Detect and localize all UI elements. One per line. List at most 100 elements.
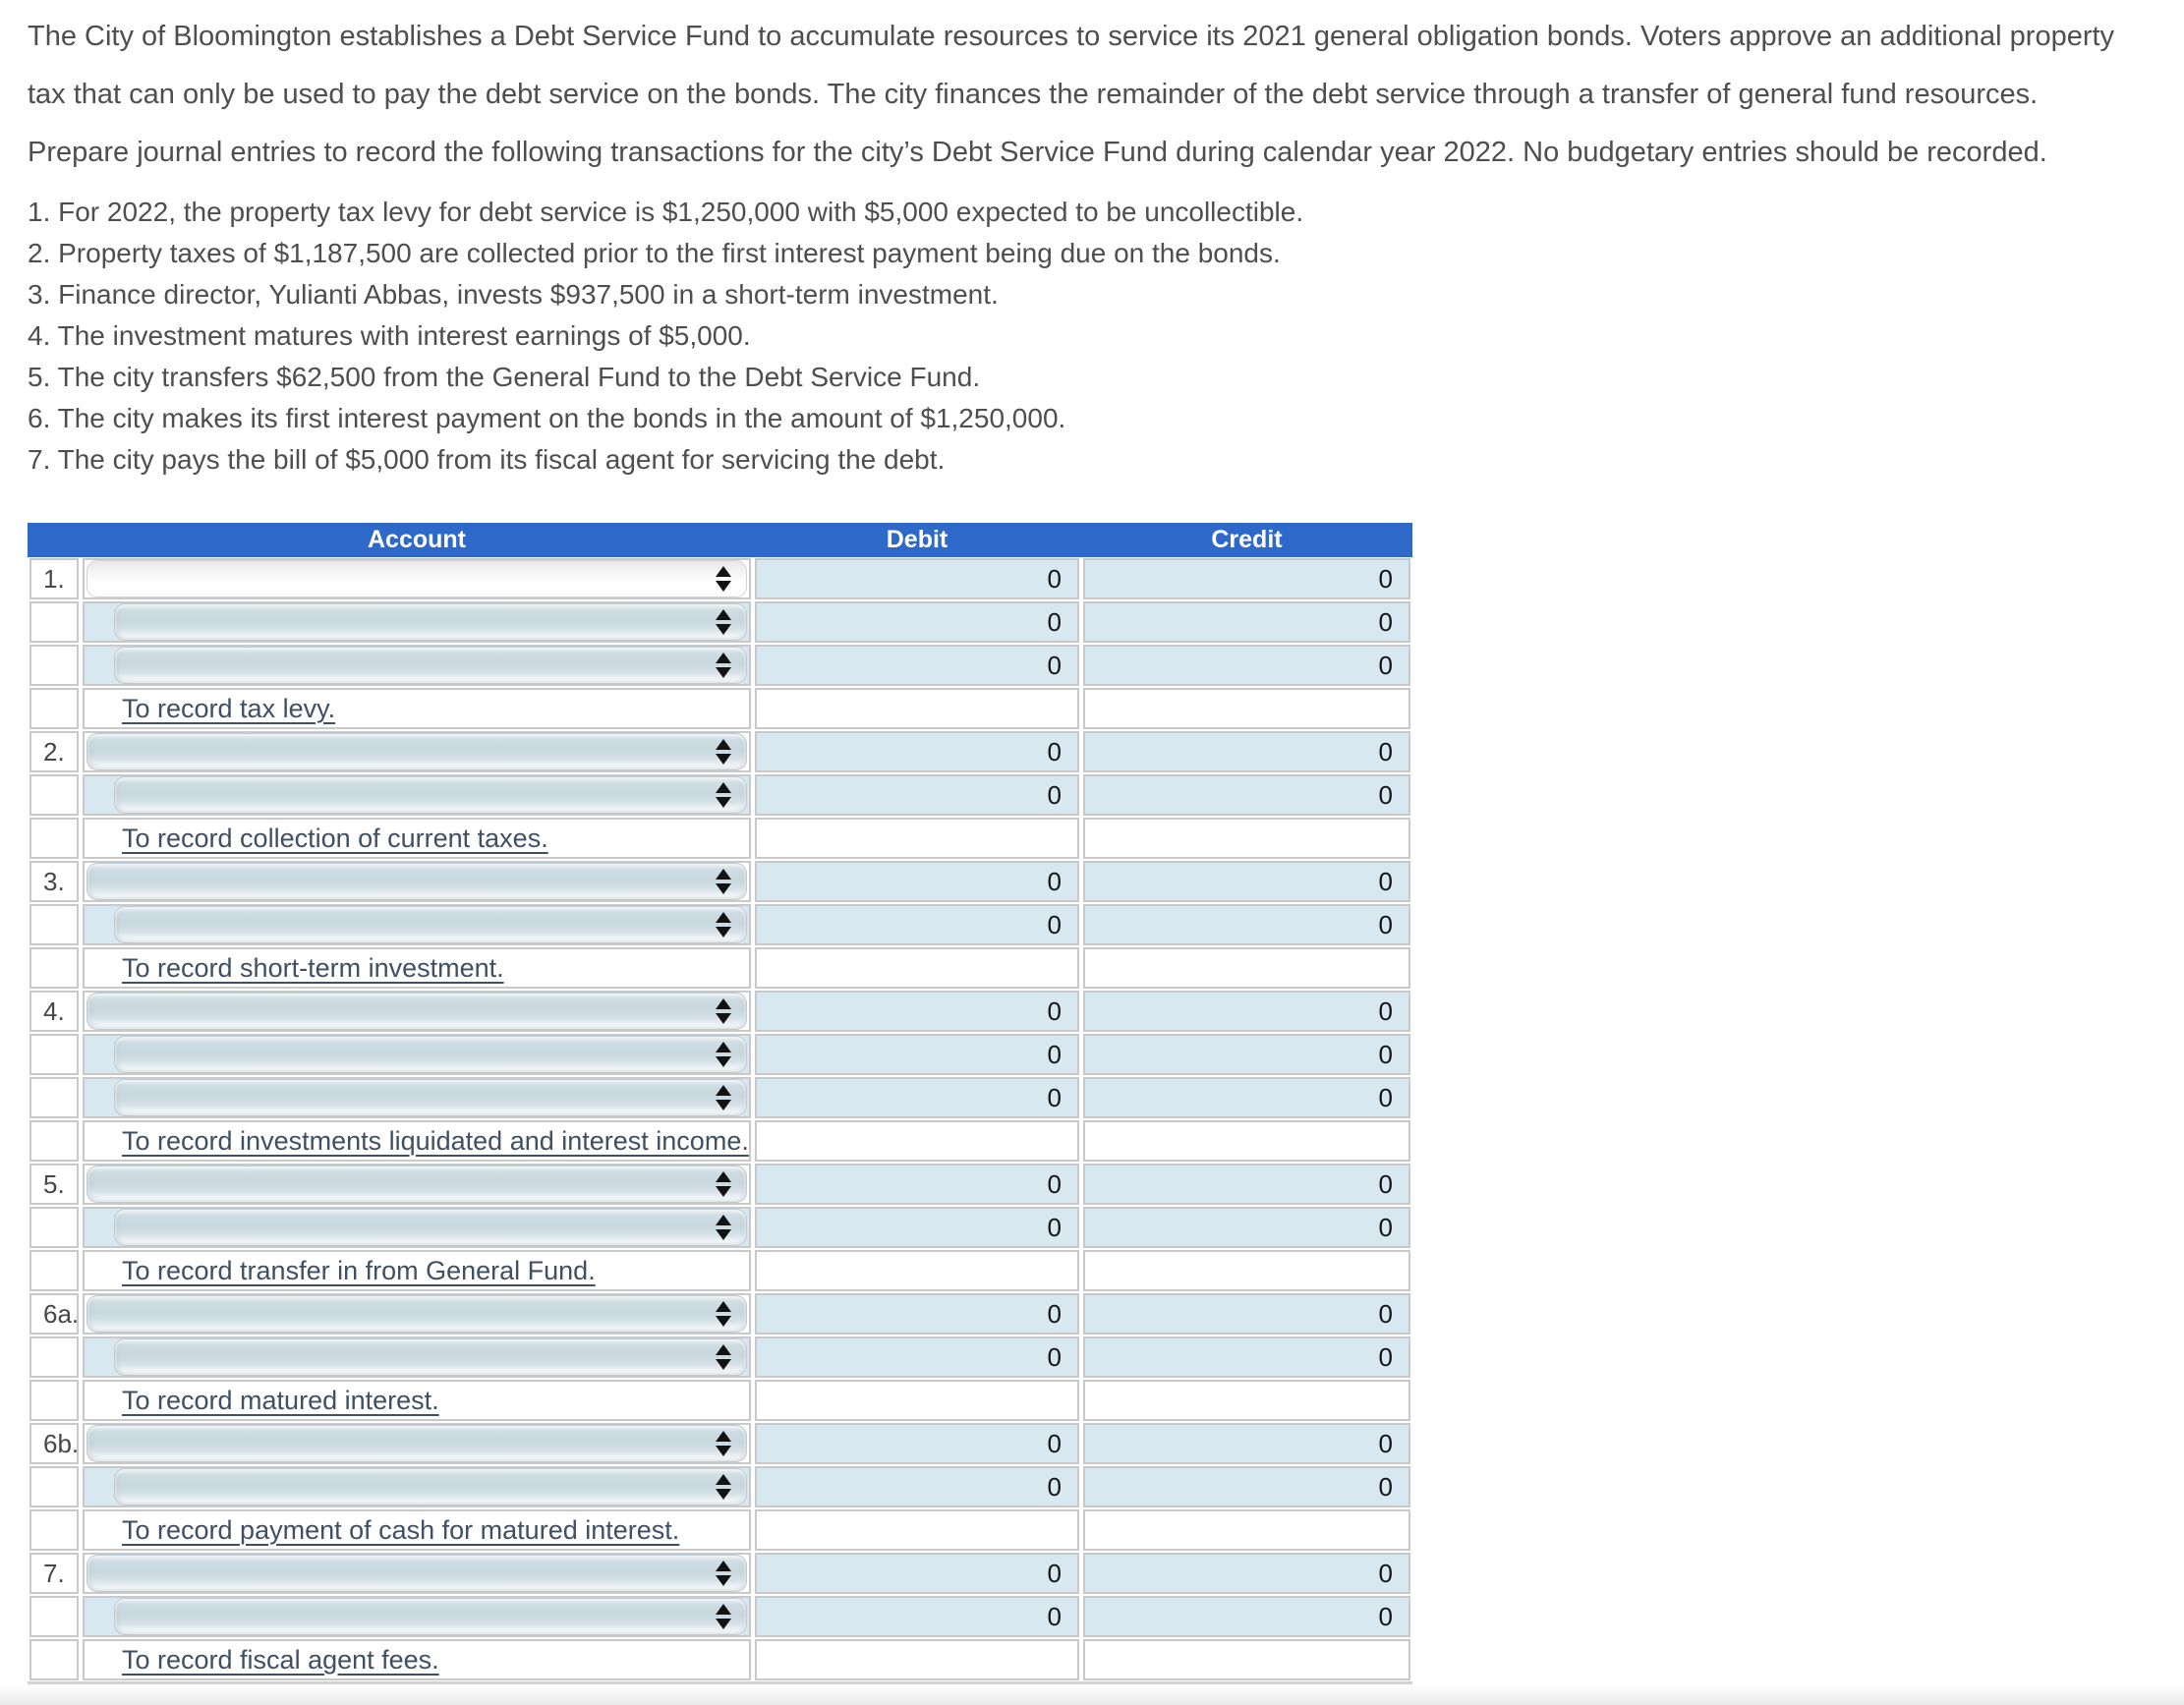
credit-input[interactable]: 0 bbox=[1083, 904, 1410, 945]
debit-input[interactable]: 0 bbox=[755, 904, 1079, 945]
arrow-down-icon bbox=[716, 1446, 731, 1456]
entry-description-text: To record investments liquidated and int… bbox=[122, 1125, 749, 1156]
dropdown-arrows-icon bbox=[716, 869, 731, 894]
arrow-up-icon bbox=[716, 1301, 731, 1312]
dropdown-arrows-icon bbox=[716, 566, 731, 592]
transaction-item: 3. Finance director, Yulianti Abbas, inv… bbox=[28, 279, 999, 310]
dropdown-arrows-icon bbox=[716, 653, 731, 678]
account-select[interactable] bbox=[86, 993, 747, 1030]
arrow-down-icon bbox=[716, 1489, 731, 1500]
credit-input[interactable]: 0 bbox=[1083, 991, 1410, 1032]
debit-input[interactable]: 0 bbox=[755, 1207, 1079, 1248]
debit-input[interactable]: 0 bbox=[755, 1596, 1079, 1637]
header-credit: Credit bbox=[1211, 526, 1283, 553]
account-select[interactable] bbox=[114, 1209, 747, 1246]
credit-input[interactable]: 0 bbox=[1083, 731, 1410, 772]
dropdown-arrows-icon bbox=[716, 1344, 731, 1370]
debit-input[interactable]: 0 bbox=[755, 645, 1079, 686]
account-select[interactable] bbox=[114, 906, 747, 943]
problem-statement: The City of Bloomington establishes a De… bbox=[0, 0, 2184, 182]
account-select[interactable] bbox=[114, 1079, 747, 1116]
debit-input[interactable]: 0 bbox=[755, 558, 1079, 599]
debit-input[interactable]: 0 bbox=[755, 1164, 1079, 1205]
debit-input[interactable]: 0 bbox=[755, 1466, 1079, 1507]
credit-input[interactable]: 0 bbox=[1083, 558, 1410, 599]
debit-input[interactable]: 0 bbox=[755, 1293, 1079, 1335]
account-select[interactable] bbox=[86, 560, 747, 597]
credit-input[interactable]: 0 bbox=[1083, 1034, 1410, 1075]
entry-number bbox=[29, 688, 79, 729]
transaction-item: 5. The city transfers $62,500 from the G… bbox=[28, 362, 981, 392]
entry-description-text: To record transfer in from General Fund. bbox=[122, 1255, 596, 1285]
account-select[interactable] bbox=[114, 776, 747, 814]
entry-description-text: To record matured interest. bbox=[122, 1385, 439, 1415]
account-select[interactable] bbox=[114, 603, 747, 641]
dropdown-arrows-icon bbox=[716, 1042, 731, 1067]
debit-input[interactable]: 0 bbox=[755, 1336, 1079, 1378]
account-select[interactable] bbox=[114, 647, 747, 684]
credit-input[interactable]: 0 bbox=[1083, 1293, 1410, 1335]
credit-input[interactable]: 0 bbox=[1083, 861, 1410, 902]
credit-cell-empty bbox=[1083, 688, 1410, 729]
account-select[interactable] bbox=[86, 863, 747, 900]
entry-number: 7. bbox=[29, 1553, 79, 1594]
account-select[interactable] bbox=[114, 1598, 747, 1635]
credit-input[interactable]: 0 bbox=[1083, 1553, 1410, 1594]
credit-cell-empty bbox=[1083, 818, 1410, 859]
credit-input[interactable]: 0 bbox=[1083, 1164, 1410, 1205]
debit-input[interactable]: 0 bbox=[755, 991, 1079, 1032]
account-select[interactable] bbox=[86, 1165, 747, 1203]
entry-description-text: To record fiscal agent fees. bbox=[122, 1644, 439, 1675]
account-select[interactable] bbox=[114, 1468, 747, 1506]
credit-input[interactable]: 0 bbox=[1083, 1423, 1410, 1464]
account-cell bbox=[83, 1596, 751, 1637]
arrow-down-icon bbox=[716, 927, 731, 938]
account-select[interactable] bbox=[86, 1555, 747, 1592]
account-select[interactable] bbox=[86, 733, 747, 770]
arrow-up-icon bbox=[716, 1085, 731, 1096]
debit-input[interactable]: 0 bbox=[755, 601, 1079, 643]
debit-input[interactable]: 0 bbox=[755, 774, 1079, 816]
credit-input[interactable]: 0 bbox=[1083, 1596, 1410, 1637]
account-cell bbox=[83, 1336, 751, 1378]
credit-cell-empty bbox=[1083, 1120, 1410, 1162]
debit-input[interactable]: 0 bbox=[755, 861, 1079, 902]
transaction-list: 1. For 2022, the property tax levy for d… bbox=[28, 192, 2156, 481]
dropdown-arrows-icon bbox=[716, 782, 731, 808]
credit-input[interactable]: 0 bbox=[1083, 645, 1410, 686]
entry-number bbox=[29, 1250, 79, 1291]
debit-input[interactable]: 0 bbox=[755, 1423, 1079, 1464]
credit-input[interactable]: 0 bbox=[1083, 1207, 1410, 1248]
credit-cell-empty bbox=[1083, 1639, 1410, 1680]
dropdown-arrows-icon bbox=[716, 998, 731, 1024]
arrow-up-icon bbox=[716, 566, 731, 577]
arrow-up-icon bbox=[716, 782, 731, 793]
credit-input[interactable]: 0 bbox=[1083, 601, 1410, 643]
account-cell bbox=[83, 558, 751, 599]
entry-number bbox=[29, 1336, 79, 1378]
debit-input[interactable]: 0 bbox=[755, 731, 1079, 772]
intro-paragraph: The City of Bloomington establishes a De… bbox=[28, 21, 2115, 110]
dropdown-arrows-icon bbox=[716, 1561, 731, 1586]
debit-input[interactable]: 0 bbox=[755, 1077, 1079, 1118]
account-select[interactable] bbox=[114, 1036, 747, 1073]
journal-row: To record payment of cash for matured in… bbox=[28, 1508, 1412, 1552]
credit-input[interactable]: 0 bbox=[1083, 774, 1410, 816]
debit-input[interactable]: 0 bbox=[755, 1553, 1079, 1594]
debit-input[interactable]: 0 bbox=[755, 1034, 1079, 1075]
account-cell bbox=[83, 601, 751, 643]
credit-input[interactable]: 0 bbox=[1083, 1336, 1410, 1378]
account-select[interactable] bbox=[86, 1425, 747, 1462]
dropdown-arrows-icon bbox=[716, 1085, 731, 1110]
debit-cell-empty bbox=[755, 688, 1079, 729]
entry-number: 2. bbox=[29, 731, 79, 772]
credit-input[interactable]: 0 bbox=[1083, 1077, 1410, 1118]
arrow-down-icon bbox=[716, 883, 731, 894]
credit-input[interactable]: 0 bbox=[1083, 1466, 1410, 1507]
account-select[interactable] bbox=[86, 1295, 747, 1333]
arrow-down-icon bbox=[716, 1229, 731, 1240]
account-select[interactable] bbox=[114, 1338, 747, 1376]
